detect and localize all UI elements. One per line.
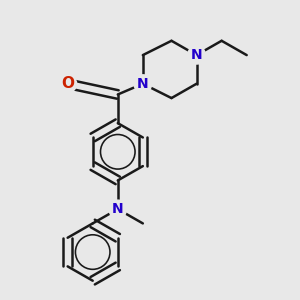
Circle shape <box>59 75 76 93</box>
Text: N: N <box>112 202 124 216</box>
Circle shape <box>109 200 127 218</box>
Circle shape <box>134 75 152 93</box>
Circle shape <box>188 46 206 64</box>
Text: N: N <box>137 77 149 91</box>
Text: N: N <box>191 48 203 62</box>
Text: O: O <box>61 76 74 91</box>
